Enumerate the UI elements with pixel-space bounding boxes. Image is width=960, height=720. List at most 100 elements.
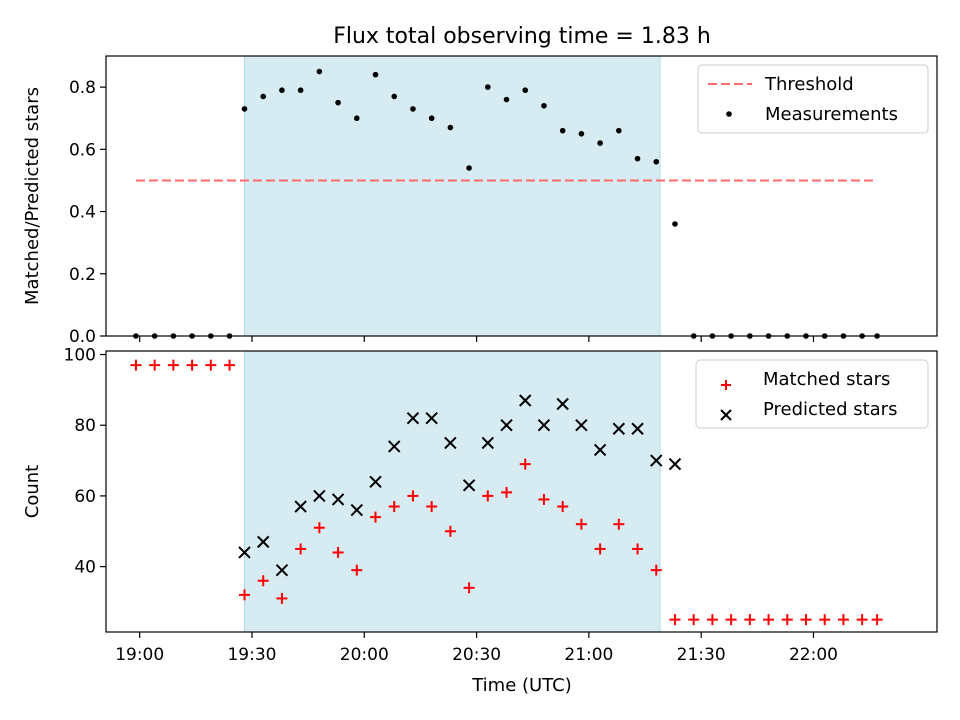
measurement-point: [297, 87, 304, 94]
x-tick-label: 20:30: [452, 645, 501, 665]
measurement-point: [316, 68, 323, 75]
matched-star-point: [819, 614, 831, 626]
matched-star-point: [205, 359, 217, 371]
bottom-legend: Matched stars Predicted stars: [695, 359, 929, 429]
measurement-point: [541, 102, 547, 109]
predicted-star-point: [331, 493, 345, 506]
x-tick-label: 20:00: [340, 645, 389, 665]
matched-star-point: [257, 575, 269, 587]
y-tick-label: 0.2: [69, 265, 96, 285]
measurement-point: [522, 87, 529, 94]
predicted-star-point: [631, 422, 644, 435]
bottom-y-axis-label: Count: [22, 465, 43, 518]
predicted-star-point: [556, 397, 569, 411]
matched-star-point: [351, 564, 363, 576]
matched-star-point: [370, 511, 382, 523]
predicted-star-point: [500, 419, 513, 432]
measurement-point: [672, 221, 678, 227]
x-tick-label: 21:30: [677, 645, 726, 665]
y-tick-label: 0.6: [69, 140, 96, 160]
measurement-point: [578, 130, 585, 137]
y-tick-label: 40: [74, 558, 96, 578]
predicted-star-point: [593, 443, 607, 457]
matched-star-point: [594, 543, 606, 555]
matched-star-point: [313, 522, 325, 534]
measurement-point: [391, 93, 398, 100]
matched-star-point: [426, 501, 438, 513]
matched-star-point: [519, 458, 531, 470]
matched-star-point: [149, 359, 161, 371]
predicted-star-point: [444, 436, 457, 450]
predicted-legend-marker: [720, 409, 732, 421]
x-axis-label: Time (UTC): [471, 675, 572, 696]
matched-star-point: [130, 359, 142, 371]
predicted-star-point: [425, 411, 438, 425]
predicted-legend-label: Predicted stars: [763, 399, 897, 420]
measurement-point: [335, 99, 341, 106]
matched-star-point: [688, 614, 700, 626]
matched-legend-label: Matched stars: [763, 369, 890, 390]
matched-star-point: [725, 614, 737, 626]
matched-star-point: [444, 525, 456, 537]
matched-star-point: [167, 359, 179, 371]
matched-star-point: [669, 614, 681, 626]
matched-star-point: [856, 614, 868, 626]
y-tick-label: 0.8: [69, 78, 96, 98]
threshold-legend-label: Threshold: [764, 74, 854, 95]
top-panel: 0.00.20.40.60.8 Matched/Predicted stars …: [22, 55, 938, 347]
matched-star-point: [501, 486, 513, 498]
measurement-point: [634, 155, 641, 162]
predicted-star-point: [257, 535, 270, 549]
top-y-axis-label: Matched/Predicted stars: [22, 87, 43, 305]
measurement-point: [559, 127, 566, 134]
matched-star-point: [224, 359, 236, 371]
x-tick-label: 22:00: [789, 645, 838, 665]
bottom-plot-area: 40 60 80 100 19:00 19:30 20:00 20:30 21:00 21:30 2…: [64, 346, 938, 665]
y-tick-label: 80: [74, 416, 96, 436]
predicted-star-point: [294, 500, 307, 513]
measurement-point: [372, 71, 379, 78]
measurement-point: [260, 93, 267, 100]
measurements-legend-label: Measurements: [765, 104, 898, 125]
top-legend-box: [697, 64, 929, 134]
predicted-star-point: [612, 422, 626, 435]
matched-star-point: [800, 614, 812, 626]
matched-star-point: [538, 493, 550, 505]
x-tick-label: 19:30: [227, 645, 276, 665]
matched-star-point: [557, 501, 569, 513]
matched-star-point: [871, 614, 883, 626]
measurement-point: [616, 127, 622, 134]
measurement-point: [353, 115, 360, 122]
predicted-star-point: [238, 546, 251, 559]
measurement-point: [485, 84, 491, 90]
measurement-point: [503, 96, 510, 103]
bottom-panel: 40 60 80 100 19:00 19:30 20:00 20:30 21:00 21:30 2…: [22, 346, 938, 665]
y-tick-label: 0.0: [69, 327, 96, 347]
y-tick-label: 60: [74, 487, 96, 507]
matched-star-point: [632, 543, 644, 555]
matched-star-point: [407, 490, 419, 502]
measurements-legend-marker: [726, 111, 732, 117]
matched-legend-marker: [721, 380, 731, 390]
predicted-star-point: [462, 479, 476, 492]
measurement-point: [597, 140, 603, 146]
measurement-point: [279, 87, 285, 94]
measurement-point: [447, 124, 454, 131]
figure-title: Flux total observing time = 1.83 h: [333, 24, 711, 49]
predicted-star-point: [388, 440, 401, 453]
predicted-star-point: [668, 457, 682, 471]
top-shaded-span: [244, 55, 661, 337]
bottom-legend-box: [695, 359, 929, 429]
matched-star-point: [613, 518, 625, 530]
x-tick-label: 19:00: [115, 645, 164, 665]
matched-star-point: [763, 614, 775, 626]
predicted-star-point: [313, 489, 326, 503]
measurement-point: [428, 115, 435, 122]
measurement-point: [410, 106, 416, 112]
matched-star-point: [837, 614, 849, 626]
predicted-star-point: [481, 436, 495, 450]
matched-star-point: [388, 501, 400, 513]
matched-star-point: [239, 589, 250, 601]
matched-star-point: [463, 582, 475, 594]
predicted-star-point: [537, 419, 551, 432]
